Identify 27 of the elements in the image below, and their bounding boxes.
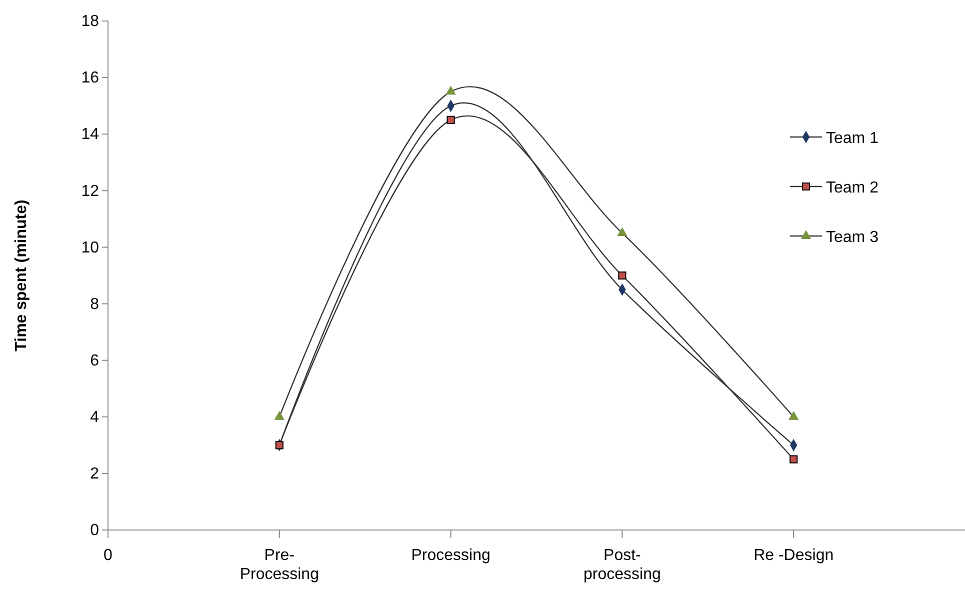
y-tick-label: 16 — [81, 70, 100, 87]
x-tick-label: Post-processing — [584, 547, 661, 584]
y-tick-label: 0 — [90, 522, 100, 540]
point — [275, 441, 284, 450]
point — [790, 455, 798, 464]
point — [618, 271, 626, 280]
legend-label: Team 1 — [826, 130, 879, 147]
y-tick-label: 12 — [81, 182, 100, 200]
point — [617, 227, 628, 236]
y-tick-label: 4 — [90, 409, 100, 426]
point — [446, 86, 456, 95]
point — [446, 116, 455, 124]
y-tick-label: 10 — [81, 239, 100, 256]
point — [788, 411, 799, 420]
y-tick-label: 18 — [81, 13, 100, 30]
y-axis-title: Time spent (minute) — [13, 200, 30, 352]
x-tick-label: 0 — [104, 547, 113, 564]
y-tick-label: 6 — [90, 352, 100, 370]
x-tick-label: Processing — [411, 547, 490, 564]
legend-label: Team 3 — [826, 229, 879, 246]
y-tick-label: 2 — [90, 466, 100, 483]
x-tick-label: Pre-Processing — [240, 547, 319, 584]
y-tick-label: 8 — [90, 296, 100, 313]
legend-label: Team 2 — [826, 180, 879, 196]
y-tick-label: 14 — [81, 126, 100, 144]
point — [274, 411, 284, 420]
x-tick-label: Re -Design — [754, 547, 834, 564]
